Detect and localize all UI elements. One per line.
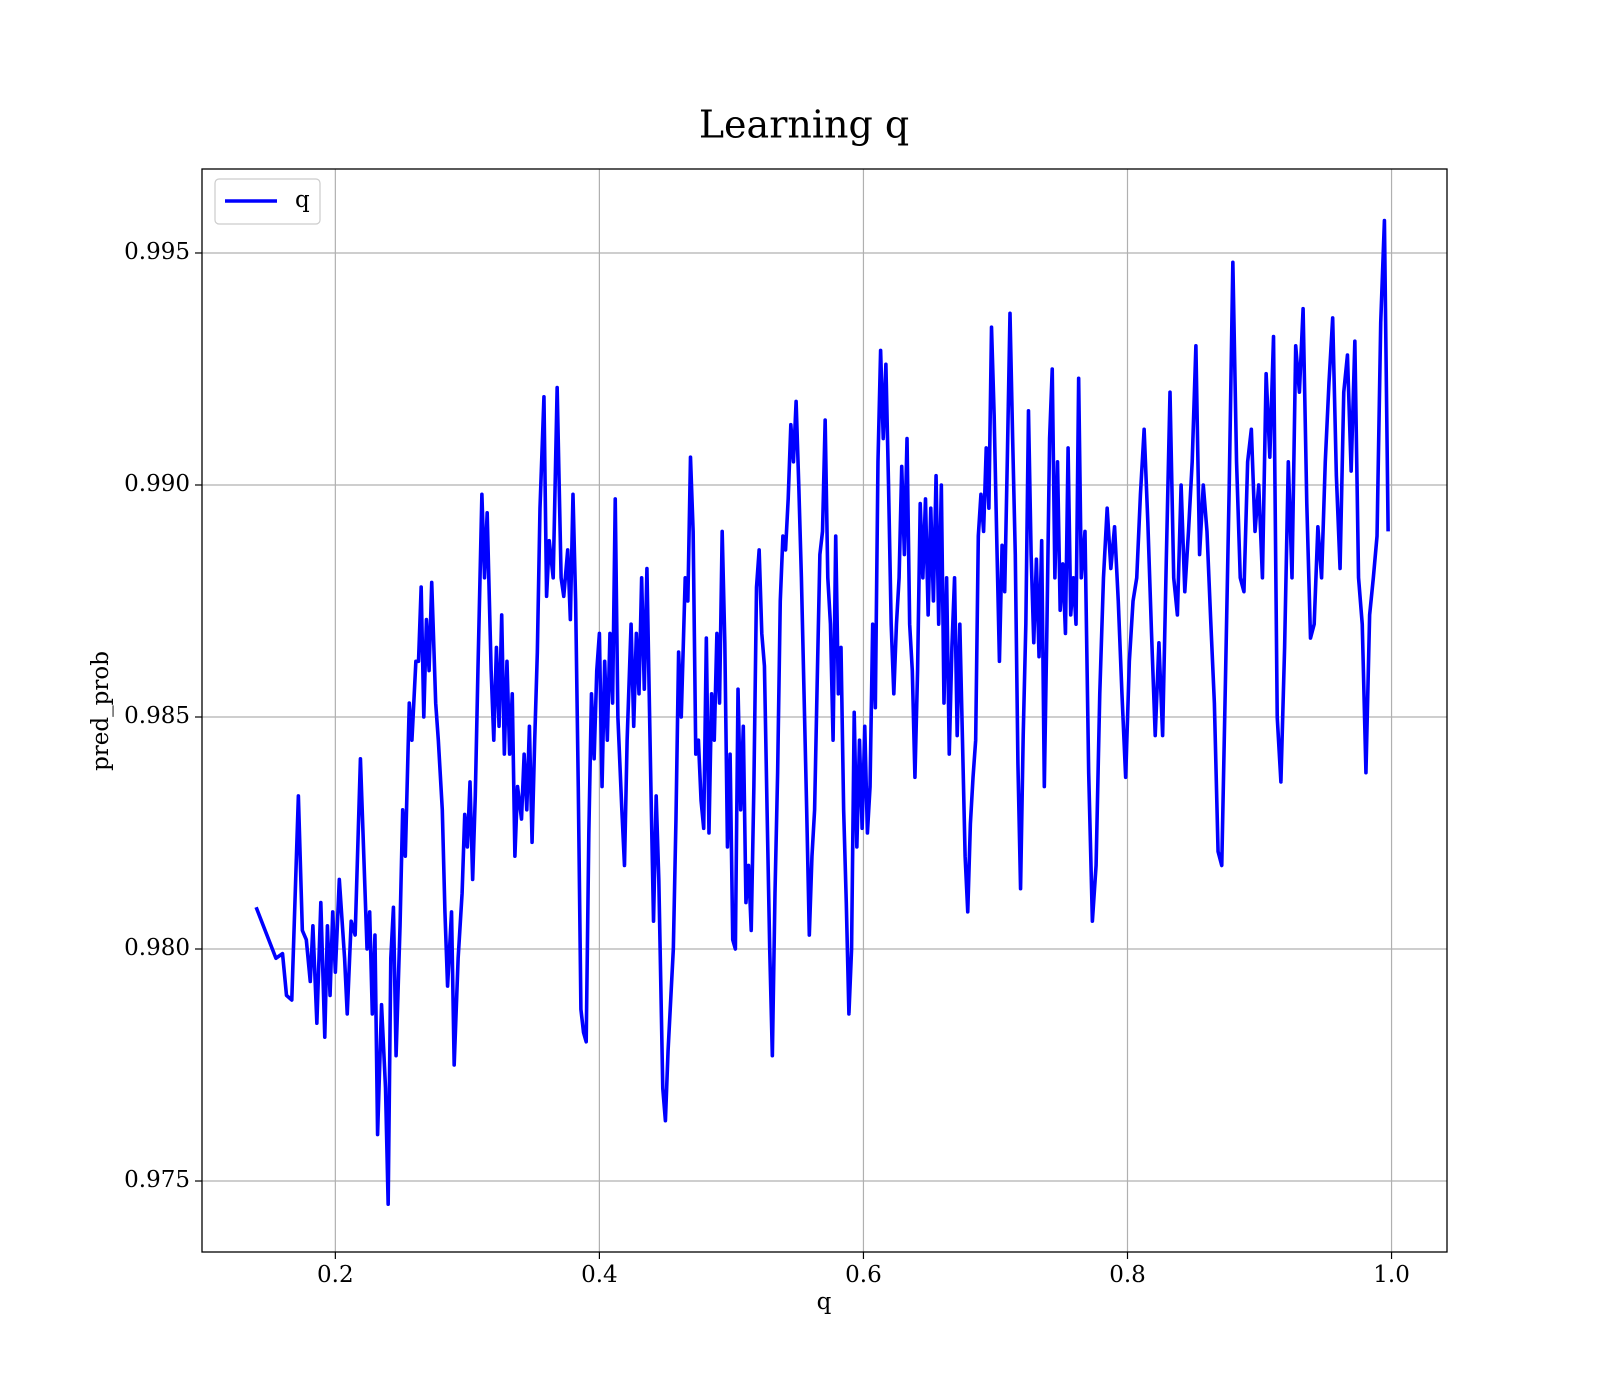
x-tick-label: 0.4 xyxy=(581,1262,618,1288)
y-tick-label: 0.990 xyxy=(124,471,190,497)
x-axis-label: q xyxy=(817,1289,832,1315)
data-line xyxy=(254,218,1390,1207)
x-tick-label: 1.0 xyxy=(1373,1262,1410,1288)
y-tick-label: 0.995 xyxy=(124,239,190,265)
legend-label: q xyxy=(295,187,310,213)
x-tick-label: 0.6 xyxy=(845,1262,882,1288)
plot-frame xyxy=(201,168,1448,1253)
chart-title: Learning q xyxy=(699,103,909,147)
y-tick-label: 0.980 xyxy=(124,935,190,961)
y-tick-label: 0.985 xyxy=(124,703,190,729)
y-tick-label: 0.975 xyxy=(124,1167,190,1193)
y-axis-label: pred_prob xyxy=(88,651,114,771)
x-tick-label: 0.2 xyxy=(317,1262,354,1288)
x-tick-label: 0.8 xyxy=(1109,1262,1146,1288)
